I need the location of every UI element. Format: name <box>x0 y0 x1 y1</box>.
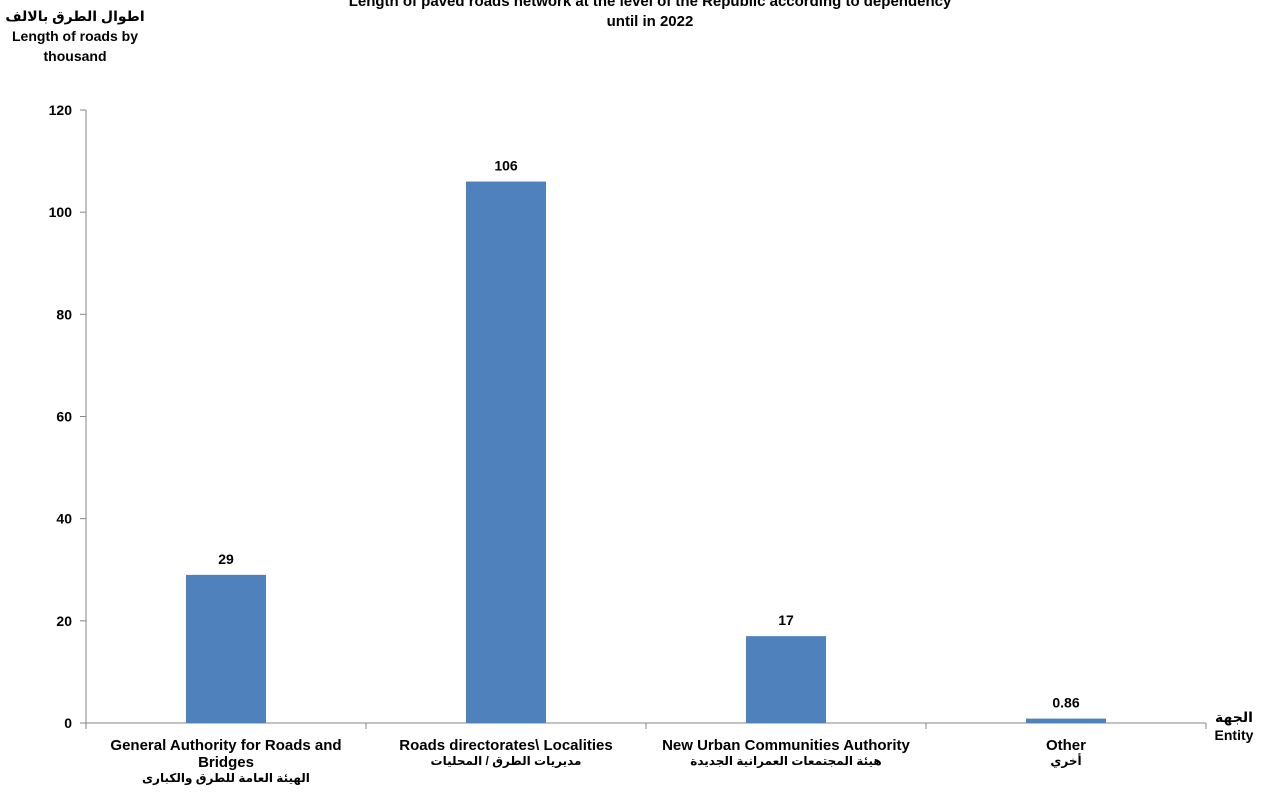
y-axis-title-english: Length of roads by thousand <box>12 28 138 64</box>
y-tick-label: 120 <box>49 102 73 118</box>
y-axis-title-arabic: اطوال الطرق بالالف <box>5 8 145 24</box>
bar-value-label: 17 <box>778 612 794 628</box>
bar-value-label: 0.86 <box>1052 695 1079 711</box>
x-category-label-arabic: هيئة المجتمعات العمرانية الجديدة <box>690 754 882 768</box>
y-tick-label: 20 <box>56 613 72 629</box>
x-category-label-english: Roads directorates\ Localities <box>399 737 613 754</box>
x-category-label-arabic: أخري <box>1050 754 1082 768</box>
bar-value-label: 106 <box>494 158 518 174</box>
x-category-label-arabic: الهيئة العامة للطرق والكبارى <box>142 771 310 785</box>
chart-title: Length of paved roads network at the lev… <box>348 0 952 30</box>
bar <box>1026 718 1106 723</box>
y-tick-label: 80 <box>56 306 72 322</box>
x-category-label-english: General Authority for Roads and Bridges <box>110 737 342 771</box>
bar <box>746 636 826 723</box>
x-category-label: Other أخري <box>931 737 1201 768</box>
x-category-label-english: Other <box>1045 737 1086 754</box>
y-axis-title: اطوال الطرق بالالف Length of roads by th… <box>0 6 150 66</box>
x-category-label: Roads directorates\ Localities مديريات ال… <box>371 737 641 768</box>
x-category-label: General Authority for Roads and Bridges ا… <box>91 737 361 785</box>
x-axis-title-english: Entity <box>1214 727 1254 743</box>
x-category-label-arabic: مديريات الطرق / المحليات <box>430 754 582 768</box>
y-tick-label: 40 <box>56 511 72 527</box>
x-category-label-english: New Urban Communities Authority <box>662 737 910 754</box>
bar <box>466 181 546 723</box>
x-axis-title: الجهة Entity <box>1200 708 1268 744</box>
bar <box>186 574 266 723</box>
x-category-label: New Urban Communities Authority هيئة المج… <box>651 737 921 768</box>
x-axis-title-arabic: الجهة <box>1215 709 1253 725</box>
y-tick-label: 100 <box>49 204 73 220</box>
y-tick-label: 60 <box>56 409 72 425</box>
y-tick-label: 0 <box>64 715 72 731</box>
bar-value-label: 29 <box>218 551 234 567</box>
